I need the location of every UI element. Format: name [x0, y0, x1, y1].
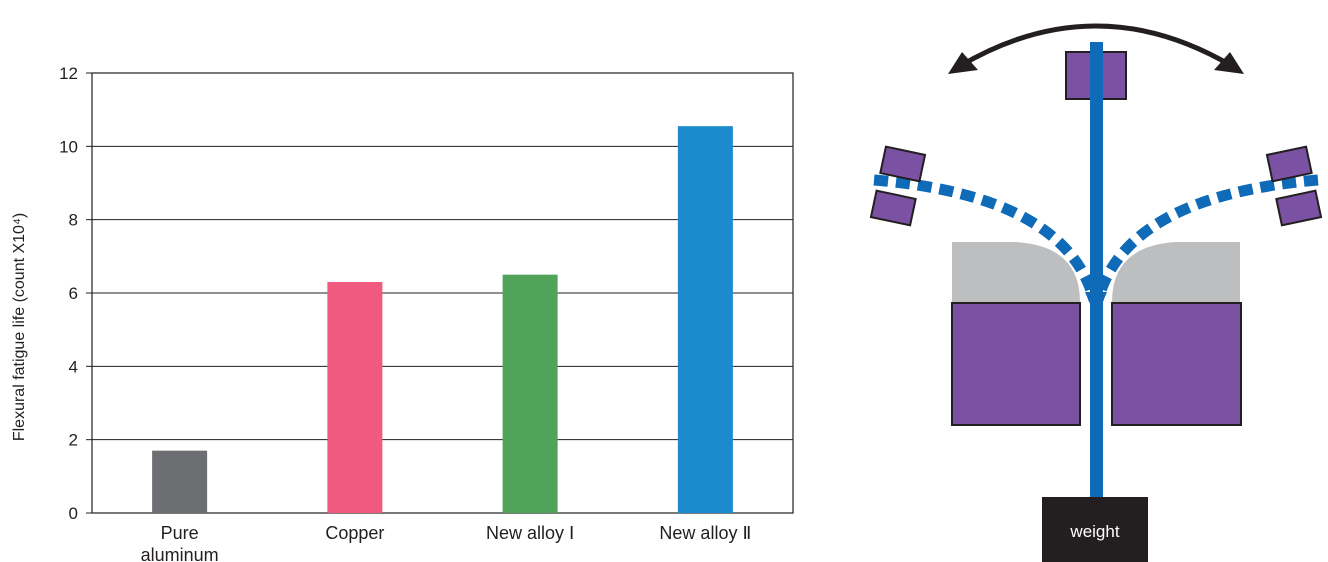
- tilted-clamps: [871, 147, 1321, 226]
- y-tick-label: 10: [59, 137, 78, 156]
- weight-block: [1042, 497, 1148, 562]
- weight: weight: [1042, 497, 1148, 562]
- bar: [327, 282, 382, 513]
- left-arrowhead-icon: [948, 52, 978, 74]
- bottom-clamps: [952, 303, 1241, 425]
- bar: [503, 275, 558, 513]
- left-bottom-clamp: [952, 303, 1080, 425]
- right-guide-block: [1112, 242, 1240, 302]
- y-tick-label: 2: [69, 431, 78, 450]
- weight-label: weight: [1069, 522, 1119, 541]
- left-bent-wire: [874, 180, 1094, 300]
- x-tick-label: New alloy Ⅱ: [659, 523, 751, 543]
- wire: [1090, 42, 1103, 500]
- y-axis-label: Flexural fatigue life (count X10⁴): [11, 213, 28, 441]
- left-guide-block: [952, 242, 1080, 302]
- bent-wire-paths: [874, 180, 1318, 300]
- left-tilted-clamp: [871, 147, 925, 226]
- swing-arc: [960, 26, 1232, 66]
- x-tick-label: Pure aluminum: [141, 523, 219, 562]
- x-tick-label: Copper: [325, 523, 384, 543]
- top-clamp: [1066, 42, 1126, 100]
- guide-blocks: [952, 242, 1240, 302]
- swing-arrow: [948, 26, 1244, 74]
- y-tick-label: 8: [69, 211, 78, 230]
- right-bent-wire: [1098, 180, 1318, 300]
- bar-chart: Flexural fatigue life (count X10⁴) 0 2 4 6 8…: [0, 0, 800, 562]
- bar: [152, 451, 207, 513]
- x-tick-label: New alloy Ⅰ: [486, 523, 574, 543]
- y-tick-label: 0: [69, 504, 78, 523]
- y-tick-label: 4: [69, 357, 78, 376]
- right-arrowhead-icon: [1214, 52, 1244, 74]
- wire-direction-arrow-icon: [1085, 292, 1107, 318]
- bar: [678, 126, 733, 513]
- y-tick-label: 12: [59, 64, 78, 83]
- y-tick-label: 6: [69, 284, 78, 303]
- right-bottom-clamp: [1112, 303, 1241, 425]
- right-tilted-clamp: [1267, 147, 1321, 226]
